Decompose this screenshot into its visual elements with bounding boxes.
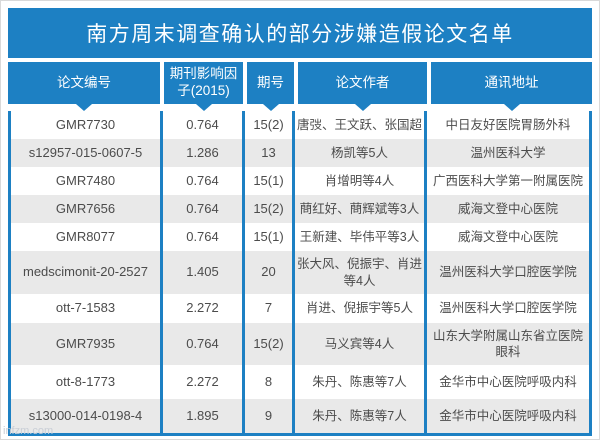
pointer-down-icon (262, 104, 279, 111)
authors-cell: 张大风、倪振宇、肖进等4人 (295, 251, 424, 294)
authors-cell: 蔄红好、蔄辉斌等3人 (295, 195, 424, 223)
table-row: GMR7730 0.764 15(2) 唐弢、王文跃、张国超 中日友好医院胃肠外… (11, 111, 589, 139)
pointer-down-icon (354, 104, 371, 111)
pointer-down-icon (503, 104, 520, 111)
paper-id-cell: GMR7935 (11, 323, 160, 365)
address-cell: 威海文登中心医院 (427, 195, 589, 223)
issue-cell: 8 (245, 365, 292, 399)
pointer-down-icon (76, 104, 92, 111)
issue-cell: 15(2) (245, 323, 292, 365)
impact-factor-cell: 1.286 (163, 139, 242, 167)
impact-factor-cell: 2.272 (163, 294, 242, 323)
paper-id-cell: s12957-015-0607-5 (11, 139, 160, 167)
column-header-authors: 论文作者 (298, 62, 427, 111)
issue-cell: 20 (245, 251, 292, 294)
address-cell: 威海文登中心医院 (427, 223, 589, 251)
column-header-paper-id: 论文编号 (8, 62, 160, 111)
impact-factor-cell: 0.764 (163, 167, 242, 195)
table-row: s13000-014-0198-4 1.895 9 朱丹、陈惠等7人 金华市中心… (11, 399, 589, 433)
issue-cell: 15(2) (245, 111, 292, 139)
column-header-label: 期号 (257, 74, 284, 90)
issue-cell: 15(1) (245, 223, 292, 251)
column-header-address: 通讯地址 (431, 62, 592, 111)
authors-cell: 肖增明等4人 (295, 167, 424, 195)
page-title: 南方周末调查确认的部分涉嫌造假论文名单 (8, 8, 592, 58)
paper-id-cell: GMR7656 (11, 195, 160, 223)
table-row: GMR7935 0.764 15(2) 马义宾等4人 山东大学附属山东省立医院眼… (11, 323, 589, 365)
authors-cell: 肖进、倪振宇等5人 (295, 294, 424, 323)
address-cell: 温州医科大学口腔医学院 (427, 294, 589, 323)
paper-id-cell: s13000-014-0198-4 (11, 399, 160, 433)
issue-cell: 15(2) (245, 195, 292, 223)
table-body: GMR7730 0.764 15(2) 唐弢、王文跃、张国超 中日友好医院胃肠外… (8, 111, 592, 436)
authors-cell: 唐弢、王文跃、张国超 (295, 111, 424, 139)
paper-id-cell: GMR7730 (11, 111, 160, 139)
address-cell: 温州医科大学口腔医学院 (427, 251, 589, 294)
paper-id-cell: ott-8-1773 (11, 365, 160, 399)
column-header-impact-factor: 期刊影响因子(2015) (164, 62, 243, 111)
impact-factor-cell: 2.272 (163, 365, 242, 399)
column-header-label: 通讯地址 (484, 74, 539, 90)
address-cell: 山东大学附属山东省立医院眼科 (427, 323, 589, 365)
impact-factor-cell: 0.764 (163, 223, 242, 251)
authors-cell: 马义宾等4人 (295, 323, 424, 365)
table-row: GMR7656 0.764 15(2) 蔄红好、蔄辉斌等3人 威海文登中心医院 (11, 195, 589, 223)
impact-factor-cell: 1.405 (163, 251, 242, 294)
column-header-label: 论文编号 (57, 74, 111, 90)
issue-cell: 7 (245, 294, 292, 323)
table-header-row: 论文编号 期刊影响因子(2015) 期号 论文作者 通讯地址 (8, 62, 592, 111)
address-cell: 中日友好医院胃肠外科 (427, 111, 589, 139)
address-cell: 金华市中心医院呼吸内科 (427, 365, 589, 399)
authors-cell: 杨凯等5人 (295, 139, 424, 167)
impact-factor-cell: 0.764 (163, 195, 242, 223)
authors-cell: 朱丹、陈惠等7人 (295, 399, 424, 433)
site-watermark: infzm.com (3, 425, 54, 437)
table-row: GMR7480 0.764 15(1) 肖增明等4人 广西医科大学第一附属医院 (11, 167, 589, 195)
impact-factor-cell: 0.764 (163, 323, 242, 365)
column-header-issue: 期号 (247, 62, 294, 111)
paper-id-cell: medscimonit-20-2527 (11, 251, 160, 294)
table-row: ott-7-1583 2.272 7 肖进、倪振宇等5人 温州医科大学口腔医学院 (11, 294, 589, 323)
paper-id-cell: ott-7-1583 (11, 294, 160, 323)
issue-cell: 15(1) (245, 167, 292, 195)
pointer-down-icon (195, 104, 212, 111)
column-header-label: 论文作者 (335, 74, 390, 90)
column-header-label: 期刊影响因子(2015) (169, 66, 238, 98)
paper-id-cell: GMR8077 (11, 223, 160, 251)
address-cell: 金华市中心医院呼吸内科 (427, 399, 589, 433)
issue-cell: 13 (245, 139, 292, 167)
table-row: GMR8077 0.764 15(1) 王新建、毕伟平等3人 威海文登中心医院 (11, 223, 589, 251)
table-row: ott-8-1773 2.272 8 朱丹、陈惠等7人 金华市中心医院呼吸内科 (11, 365, 589, 399)
authors-cell: 朱丹、陈惠等7人 (295, 365, 424, 399)
paper-id-cell: GMR7480 (11, 167, 160, 195)
issue-cell: 9 (245, 399, 292, 433)
table-row: s12957-015-0607-5 1.286 13 杨凯等5人 温州医科大学 (11, 139, 589, 167)
table-row: medscimonit-20-2527 1.405 20 张大风、倪振宇、肖进等… (11, 251, 589, 294)
address-cell: 广西医科大学第一附属医院 (427, 167, 589, 195)
authors-cell: 王新建、毕伟平等3人 (295, 223, 424, 251)
address-cell: 温州医科大学 (427, 139, 589, 167)
impact-factor-cell: 0.764 (163, 111, 242, 139)
impact-factor-cell: 1.895 (163, 399, 242, 433)
